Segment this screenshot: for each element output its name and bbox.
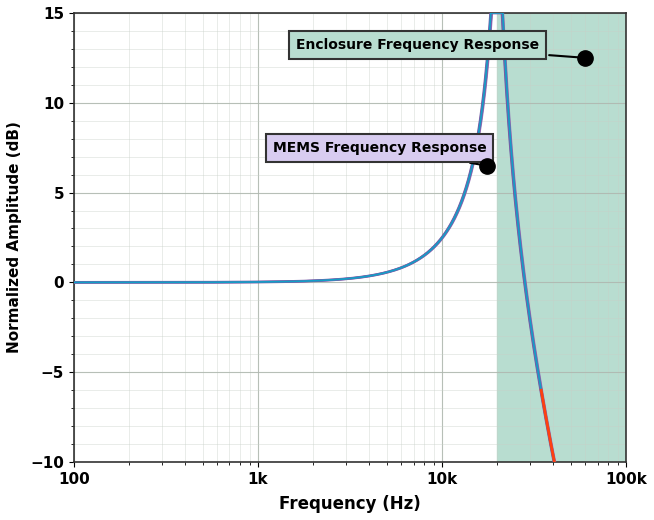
Text: MEMS Frequency Response: MEMS Frequency Response xyxy=(273,141,487,165)
Text: Enclosure Frequency Response: Enclosure Frequency Response xyxy=(296,38,583,58)
Bar xyxy=(498,13,654,462)
Y-axis label: Normalized Amplitude (dB): Normalized Amplitude (dB) xyxy=(7,122,22,354)
X-axis label: Frequency (Hz): Frequency (Hz) xyxy=(279,495,421,513)
